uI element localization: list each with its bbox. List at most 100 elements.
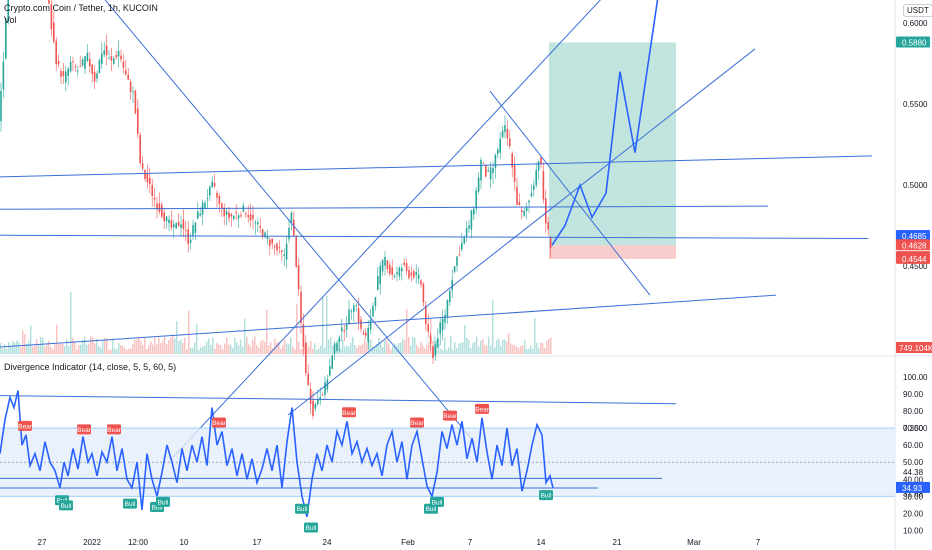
volume-bar [62, 343, 64, 354]
candle-body [367, 328, 369, 343]
volume-bar [162, 340, 164, 354]
volume-bar [298, 341, 300, 354]
candle-body [57, 61, 60, 65]
candle-body [379, 265, 381, 285]
candle-body [105, 45, 108, 56]
candle-body [333, 343, 336, 354]
volume-bar [474, 341, 476, 354]
volume-bar [370, 339, 372, 354]
candle-body [168, 219, 170, 224]
volume-bar [340, 347, 342, 354]
volume-bar [502, 339, 504, 354]
volume-bar [226, 337, 228, 354]
volume-bar [316, 349, 318, 354]
candle-body [386, 260, 389, 270]
candle-body [473, 208, 475, 215]
time-tick-label: 7 [468, 538, 473, 547]
volume-bar [196, 323, 198, 354]
volume-bar [66, 339, 68, 354]
candle-body [134, 90, 137, 114]
candle-body [477, 177, 480, 192]
volume-bar [494, 347, 496, 354]
bear-signal [107, 424, 121, 435]
candle-body [177, 221, 180, 226]
candle-body [511, 153, 513, 168]
time-tick-label: 2022 [83, 538, 101, 547]
candle-body [549, 237, 552, 249]
volume-bar [46, 344, 48, 354]
volume-bar [320, 345, 322, 354]
candle-body [170, 220, 173, 228]
candle-body [312, 400, 314, 416]
signal-label: Bear [410, 420, 425, 427]
volume-bar [330, 337, 332, 354]
candle-body [67, 68, 69, 76]
candle-body [492, 168, 494, 174]
candle-body [204, 202, 206, 210]
volume-bar [90, 336, 92, 354]
volume-bar [492, 300, 494, 354]
currency-badge[interactable]: USDT [903, 4, 932, 17]
volume-bar [484, 344, 486, 354]
candle-body [405, 263, 408, 272]
signal-label: Bull [125, 501, 136, 508]
volume-bar [488, 336, 490, 354]
volume-bar [28, 340, 30, 354]
volume-bar [120, 345, 122, 354]
signal-label: Bull [61, 503, 72, 510]
candle-body [470, 210, 473, 230]
candle-body [305, 342, 307, 373]
bull-signal [156, 496, 170, 507]
volume-bar [222, 349, 224, 354]
volume-bar [378, 337, 380, 354]
volume-bar [188, 310, 190, 354]
candle-body [249, 213, 252, 221]
candle-body [273, 246, 276, 248]
volume-bar [154, 337, 156, 354]
volume-bar [324, 347, 326, 354]
candle-body [530, 193, 533, 197]
volume-bar [260, 341, 262, 354]
candle-body [525, 206, 528, 211]
candle-body [50, 4, 53, 30]
volume-bar [202, 346, 204, 354]
candle-body [283, 254, 285, 256]
volume-bar [452, 349, 454, 354]
volume-bar [112, 338, 114, 354]
volume-bar [540, 342, 542, 354]
candle-body [456, 256, 458, 266]
volume-bar [314, 343, 316, 354]
candle-body [187, 229, 189, 245]
signal-label: Bull [432, 499, 443, 506]
candle-body [137, 108, 139, 134]
volume-bar [130, 348, 132, 354]
volume-bar [230, 344, 232, 354]
indicator-title[interactable]: Divergence Indicator (14, close, 5, 5, 6… [4, 362, 177, 372]
volume-bar [84, 336, 86, 354]
volume-bar [538, 347, 540, 354]
volume-bar [548, 338, 550, 354]
volume-bar [544, 348, 546, 354]
candle-body [413, 271, 415, 278]
volume-bar [392, 346, 394, 354]
candle-body [290, 212, 293, 223]
time-tick-label: 17 [253, 538, 262, 547]
signal-label: Bull [426, 506, 437, 513]
candle-body [62, 71, 65, 77]
candle-body [223, 207, 225, 217]
volume-bar [528, 348, 530, 354]
candle-body [149, 177, 151, 185]
volume-bar [158, 337, 160, 354]
volume-bar [92, 337, 94, 354]
volume-bar [124, 348, 126, 354]
price-tick-label: 0.5500 [903, 100, 928, 109]
volume-bar [108, 349, 110, 354]
time-tick-label: 21 [613, 538, 622, 547]
candle-body [432, 346, 434, 359]
symbol-title[interactable]: Crypto.com Coin / Tether, 1h, KUCOIN [4, 3, 158, 13]
candle-body [365, 332, 367, 336]
volume-bar [256, 345, 258, 354]
candle-body [427, 324, 429, 332]
